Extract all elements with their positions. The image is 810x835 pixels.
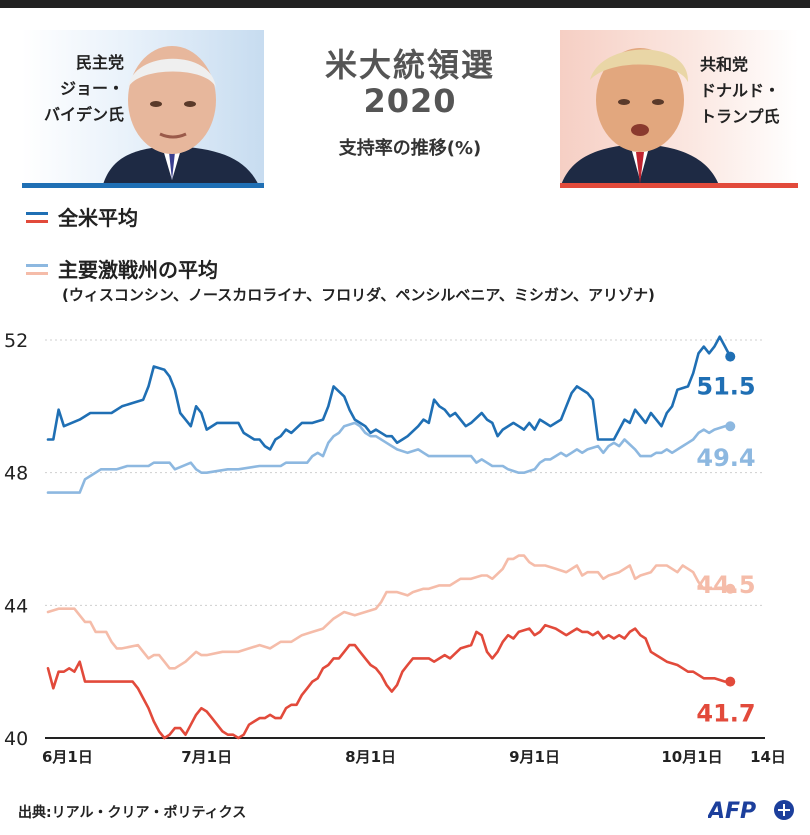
biden-photo-illustration (102, 46, 260, 188)
series-endpoint-biden_national (725, 351, 736, 362)
legend-swing-swatch (18, 255, 54, 283)
end-label-biden_swing: 49.4 (696, 444, 755, 472)
series-line-biden_swing (46, 421, 732, 494)
y-tick-40: 40 (4, 728, 28, 750)
trump-party: 共和党 (700, 55, 749, 74)
biden-label: 民主党 ジョー・ バイデン氏 (30, 50, 124, 128)
x-axis-ticks: 6月1日 7月1日 8月1日 9月1日 10月1日 14日 (42, 748, 786, 766)
biden-name-line1: ジョー・ (59, 79, 124, 98)
chart-subtitle: 支持率の推移(%) (338, 138, 482, 159)
x-tick-10月1日: 10月1日 (661, 748, 722, 766)
series-line-biden_national (46, 335, 732, 451)
y-axis-ticks: 52 48 44 40 (4, 330, 28, 750)
series-endpoint-trump_swing (725, 583, 736, 594)
trump-name-line2: トランプ氏 (700, 107, 780, 126)
y-tick-44: 44 (4, 595, 28, 617)
afp-logo: AFP (708, 799, 794, 824)
legend-national: 全米平均 (18, 202, 138, 231)
x-tick-8月1日: 8月1日 (345, 748, 396, 766)
y-tick-48: 48 (4, 463, 28, 485)
x-tick-14日: 14日 (750, 748, 786, 766)
trump-photo-illustration (560, 48, 720, 188)
biden-party: 民主党 (75, 53, 124, 72)
y-tick-52: 52 (4, 330, 28, 352)
series-lines (46, 335, 736, 740)
source-credit: 出典:リアル・クリア・ポリティクス (18, 805, 247, 821)
legend-swing: 主要激戦州の平均 (18, 254, 218, 283)
end-label-trump_national: 41.7 (696, 700, 755, 728)
x-tick-9月1日: 9月1日 (509, 748, 560, 766)
top-bar (0, 0, 810, 8)
end-label-biden_national: 51.5 (696, 373, 755, 401)
series-line-trump_swing (46, 554, 732, 670)
trump-label: 共和党 ドナルド・ トランプ氏 (700, 52, 800, 130)
end-labels: 51.5 49.4 44.5 41.7 (696, 373, 755, 728)
trump-name-line1: ドナルド・ (700, 81, 781, 100)
biden-color-stripe (22, 183, 264, 188)
chart-title: 米大統領選 (324, 46, 495, 84)
grid (45, 339, 765, 739)
series-line-trump_national (46, 623, 732, 740)
legend-national-swatch (18, 203, 54, 231)
line-chart: 52 48 44 40 6月1日 7月1日 8月1日 9月1日 10月1日 14日 51.5 49… (4, 330, 786, 766)
biden-portrait (22, 30, 264, 188)
legend-national-label: 全米平均 (58, 206, 138, 230)
end-label-trump_swing: 44.5 (696, 571, 755, 599)
svg-text:AFP: AFP (708, 799, 756, 824)
x-tick-6月1日: 6月1日 (42, 748, 93, 766)
trump-portrait (560, 30, 798, 188)
x-tick-7月1日: 7月1日 (181, 748, 232, 766)
series-endpoint-biden_swing (725, 421, 736, 432)
series-endpoint-trump_national (725, 676, 736, 687)
chart-title-year: 2020 (363, 82, 457, 120)
legend-swing-states-note: (ウィスコンシン、ノースカロライナ、フロリダ、ペンシルベニア、ミシガン、アリゾナ… (62, 286, 655, 304)
trump-color-stripe (560, 183, 798, 188)
legend-swing-label: 主要激戦州の平均 (58, 258, 218, 282)
biden-name-line2: バイデン氏 (43, 105, 124, 124)
